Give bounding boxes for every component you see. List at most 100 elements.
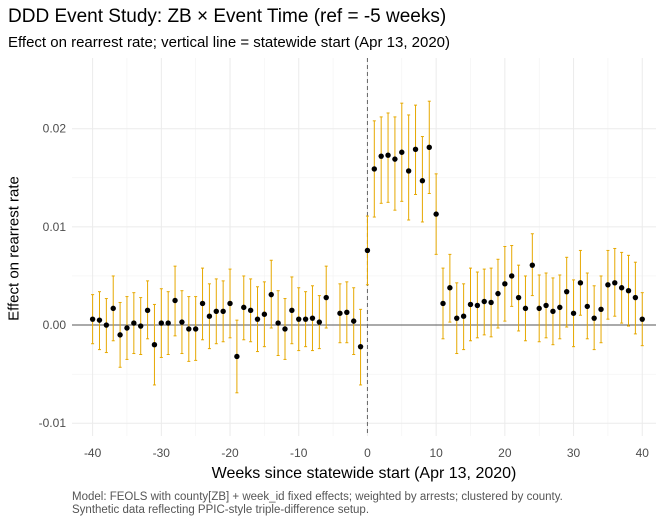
data-point <box>550 308 556 315</box>
data-point <box>481 298 487 305</box>
data-point <box>199 300 206 307</box>
data-point <box>447 285 453 291</box>
data-point <box>186 326 192 332</box>
y-tick-label: 0.00 <box>43 318 67 332</box>
x-tick-label: -20 <box>221 446 239 460</box>
data-point <box>213 308 219 315</box>
data-point <box>385 152 391 158</box>
data-point <box>467 301 474 308</box>
caption-line-2: Synthetic data reflecting PPIC-style tri… <box>72 504 370 516</box>
chart-title: DDD Event Study: ZB × Event Time (ref = … <box>8 6 447 27</box>
data-point <box>138 323 144 329</box>
data-point <box>529 262 536 268</box>
data-point <box>241 304 247 311</box>
x-tick-label: 20 <box>498 446 512 460</box>
data-point <box>220 308 226 315</box>
data-point <box>282 326 288 332</box>
data-point <box>323 294 329 301</box>
data-point <box>151 341 158 348</box>
data-point <box>371 166 378 172</box>
data-point <box>426 144 432 151</box>
data-point <box>502 281 508 287</box>
data-point <box>509 273 515 279</box>
data-point <box>460 313 467 319</box>
caption-line-1: Model: FEOLS with county[ZB] + week_id f… <box>72 491 563 503</box>
data-point <box>495 290 501 297</box>
data-point <box>570 310 577 316</box>
data-point <box>261 311 268 317</box>
data-point <box>605 282 611 288</box>
data-point <box>392 156 398 162</box>
data-point <box>268 291 274 298</box>
chart-subtitle: Effect on rearrest rate; vertical line =… <box>8 34 451 51</box>
data-point <box>179 319 185 325</box>
x-tick-label: -40 <box>84 446 102 460</box>
data-point <box>612 280 618 286</box>
y-axis-title: Effect on rearrest rate <box>5 176 23 321</box>
tick-labels: -40 -30 -20 -10 0 10 20 30 40 -0.01 0.00 0.01 0.02 <box>39 122 650 460</box>
data-point <box>632 294 639 301</box>
data-point <box>247 307 254 314</box>
data-point <box>399 149 405 155</box>
data-point <box>309 315 316 321</box>
data-point <box>618 285 625 291</box>
data-point <box>419 178 426 184</box>
x-tick-label: -10 <box>290 446 308 460</box>
y-tick-label: 0.02 <box>43 122 67 136</box>
x-tick-label: 40 <box>636 446 650 460</box>
x-axis-title: Weeks since statewide start (Apr 13, 202… <box>211 465 517 482</box>
data-point <box>364 247 371 254</box>
data-point <box>275 320 281 326</box>
data-point <box>234 353 240 360</box>
x-tick-label: -30 <box>153 446 171 460</box>
data-point <box>598 306 604 313</box>
data-point <box>522 305 529 312</box>
data-point <box>584 303 590 310</box>
data-point <box>289 307 295 314</box>
data-point <box>454 315 460 321</box>
data-point <box>591 315 597 321</box>
x-tick-label: 30 <box>567 446 581 460</box>
reference-lines <box>72 58 656 436</box>
data-point <box>227 300 233 307</box>
caption: Model: FEOLS with county[ZB] + week_id f… <box>72 491 563 517</box>
x-tick-label: 0 <box>364 446 371 460</box>
data-point <box>433 211 439 217</box>
data-point <box>172 297 178 304</box>
data-point <box>557 304 563 311</box>
data-point <box>577 280 584 286</box>
grid-layer <box>72 58 656 436</box>
data-point <box>206 313 213 319</box>
data-point <box>625 287 632 294</box>
data-point <box>165 320 171 326</box>
data-point <box>117 332 123 338</box>
data-point <box>337 310 343 316</box>
points <box>89 144 645 360</box>
data-point <box>563 288 570 295</box>
data-point <box>515 294 522 301</box>
data-point <box>124 325 130 331</box>
data-point <box>488 299 494 306</box>
data-point <box>192 326 199 332</box>
data-point <box>412 146 419 153</box>
data-point <box>110 305 116 312</box>
data-point <box>254 316 261 322</box>
data-point <box>357 343 364 350</box>
data-point <box>131 320 137 326</box>
data-point <box>302 316 309 322</box>
data-point <box>639 316 645 322</box>
x-tick-label: 10 <box>429 446 443 460</box>
y-tick-label: 0.01 <box>43 220 67 234</box>
data-point <box>296 316 302 322</box>
data-point <box>440 300 446 307</box>
data-point <box>89 316 96 322</box>
data-point <box>103 322 110 328</box>
data-point <box>536 305 542 312</box>
data-point <box>344 309 350 315</box>
data-point <box>543 302 549 309</box>
data-point <box>316 319 323 325</box>
data-point <box>144 307 151 314</box>
data-point <box>96 317 103 323</box>
data-point <box>405 168 412 174</box>
